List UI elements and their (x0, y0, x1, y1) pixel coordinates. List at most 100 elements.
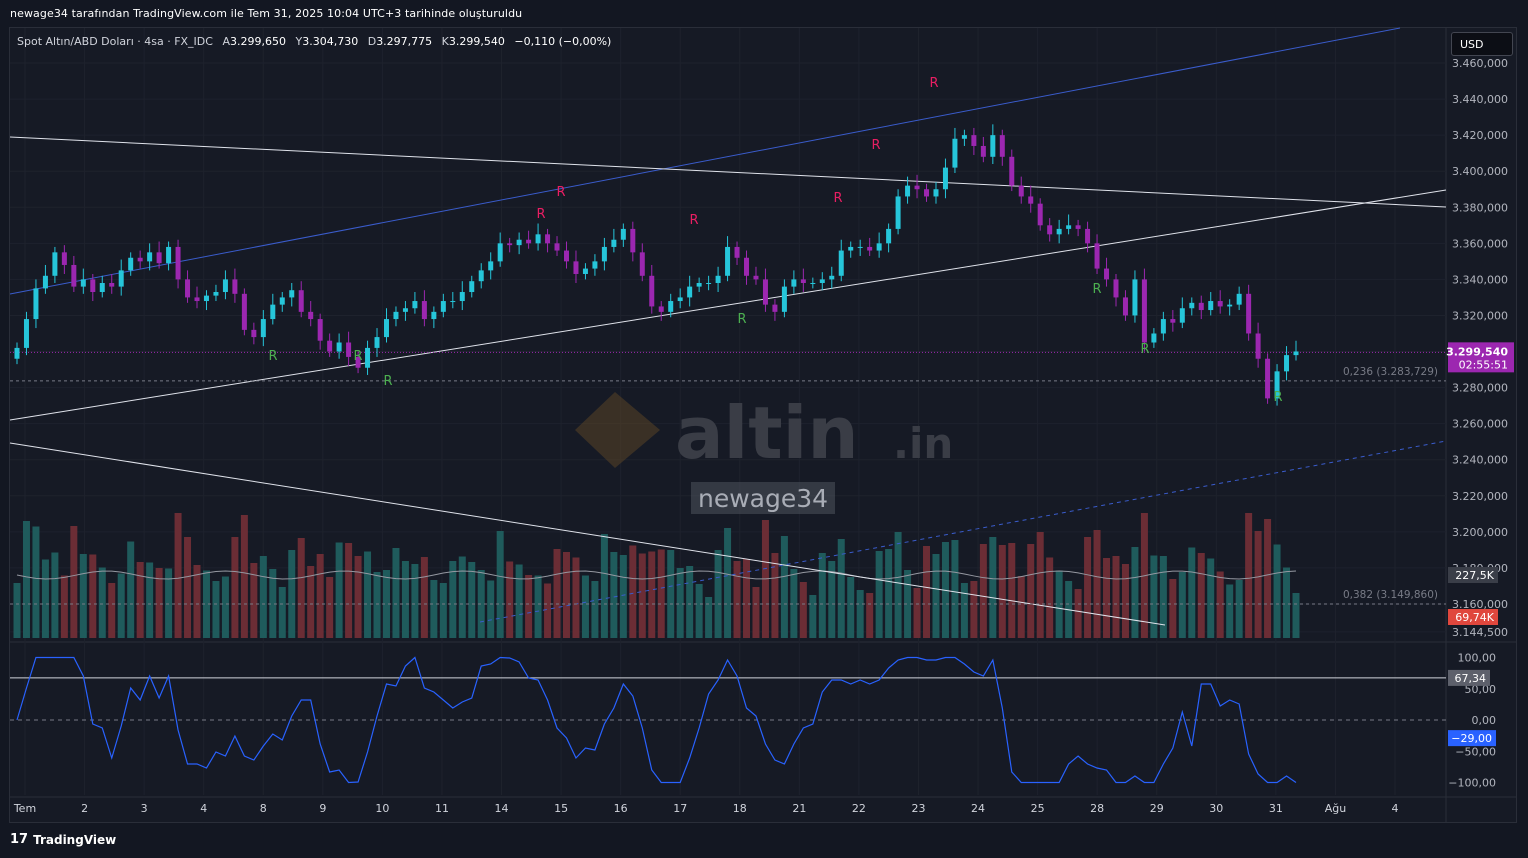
volume-bar (1074, 589, 1082, 638)
candle-body (886, 228, 892, 244)
candle-body (573, 261, 579, 274)
volume-bar (146, 562, 154, 638)
oscillator-tick-label: 100,00 (1458, 652, 1497, 665)
price-tick-label: 3.380,000 (1452, 201, 1508, 214)
watermark-tld: .in (893, 419, 953, 468)
volume-bar (724, 528, 732, 638)
candle-body (279, 297, 285, 305)
volume-bar (240, 515, 248, 638)
candle-body (687, 286, 693, 298)
volume-bar (439, 583, 447, 638)
volume-bar (1131, 547, 1139, 638)
candle-body (924, 189, 930, 197)
volume-bar (866, 593, 874, 638)
candle-body (668, 301, 674, 312)
volume-bar (771, 553, 779, 638)
volume-ma-badge (1448, 567, 1498, 583)
candle-body (1227, 304, 1233, 307)
time-tick-label: 10 (375, 802, 389, 815)
volume-bar (676, 568, 684, 638)
volume-bar (89, 554, 97, 638)
volume-bar (515, 564, 523, 638)
candle-body (895, 196, 901, 229)
candle-body (848, 246, 854, 251)
volume-bar (1121, 564, 1129, 638)
candle-body (819, 279, 825, 283)
volume-bar (657, 549, 665, 638)
volume-bar (449, 561, 457, 638)
price-tick-label: 3.460,000 (1452, 57, 1508, 70)
time-tick-label: 31 (1269, 802, 1283, 815)
high-key: Y (295, 35, 303, 48)
signal-label-r: R (737, 312, 746, 327)
change-value: −0,110 (−0,00%) (514, 35, 612, 48)
fib-level-label: 0,236 (3.283,729) (1343, 366, 1438, 378)
volume-bar (553, 549, 561, 638)
oscillator-tick-label: −50,00 (1455, 745, 1496, 758)
candle-body (203, 295, 209, 302)
candle-body (1265, 358, 1271, 399)
volume-bar (259, 556, 267, 638)
signal-label-r: R (1092, 282, 1101, 297)
time-tick-label: 23 (911, 802, 925, 815)
volume-bar (733, 561, 741, 638)
chart-frame[interactable] (9, 27, 1517, 823)
volume-bar (108, 583, 116, 638)
volume-bar (1017, 576, 1025, 638)
candle-body (450, 301, 456, 303)
volume-bar (581, 575, 589, 638)
candle-body (592, 261, 598, 269)
volume-bar (155, 568, 163, 638)
candle-body (1170, 319, 1176, 323)
candle-body (1028, 196, 1034, 204)
candle-body (971, 135, 977, 146)
time-tick-label: 21 (792, 802, 806, 815)
candle-body (80, 279, 86, 287)
low-value: 3.297,775 (376, 35, 433, 48)
signal-label-r: R (833, 191, 842, 206)
oscillator-tick-label: 50,00 (1465, 683, 1497, 696)
candle-body (346, 342, 352, 357)
volume-bar (923, 546, 931, 638)
candle-body (1122, 297, 1128, 316)
candle-body (744, 257, 750, 276)
volume-bar (1283, 567, 1291, 638)
candle-body (336, 342, 342, 352)
signal-label-r: R (929, 76, 938, 91)
oscillator-tick-label: 0,00 (1472, 714, 1497, 727)
candle-body (232, 279, 238, 294)
price-tick-label: 3.420,000 (1452, 129, 1508, 142)
volume-bar (572, 557, 580, 638)
candle-body (52, 252, 58, 276)
currency-button[interactable]: USD (1451, 32, 1513, 56)
tradingview-label: TradingView (33, 832, 117, 847)
volume-bar (316, 554, 324, 638)
candle-body (1274, 371, 1280, 399)
lower-trendline (9, 442, 1166, 626)
candle-body (696, 283, 702, 287)
volume-bar (79, 554, 87, 638)
candle-body (42, 275, 48, 289)
tradingview-logo[interactable]: 17 TradingView (10, 832, 116, 847)
candle-body (327, 340, 333, 352)
volume-last-label: 69,74K (1455, 611, 1494, 624)
volume-bar (629, 545, 637, 638)
candle-body (175, 246, 181, 280)
current-price-label: 3.299,540 (1446, 345, 1508, 358)
candle-body (393, 311, 399, 320)
volume-bar (1226, 584, 1234, 638)
volume-bar (136, 562, 144, 638)
volume-bar (335, 542, 343, 638)
volume-bar (638, 553, 646, 638)
volume-bar (297, 538, 305, 638)
volume-bar (562, 552, 570, 638)
volume-bar (799, 582, 807, 638)
time-tick-label: 14 (495, 802, 509, 815)
tradingview-icon: 17 (10, 832, 29, 847)
candle-body (601, 246, 607, 262)
low-key: D (367, 35, 377, 48)
price-tick-label: 3.144,500 (1452, 626, 1508, 639)
volume-bar (1027, 544, 1035, 638)
volume-bar (619, 555, 627, 638)
